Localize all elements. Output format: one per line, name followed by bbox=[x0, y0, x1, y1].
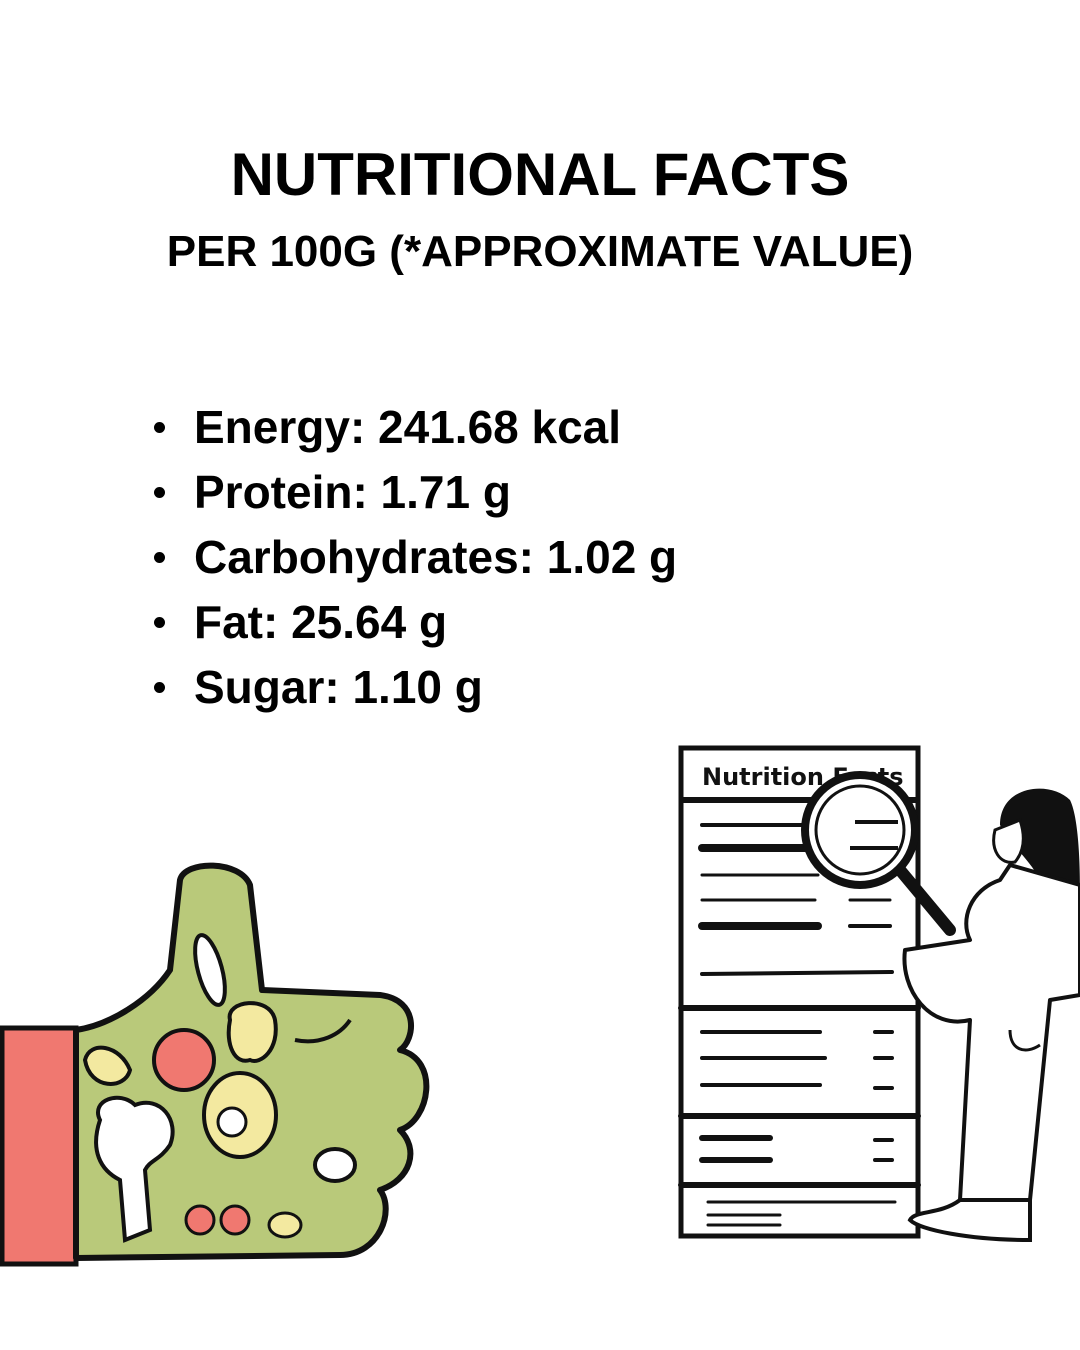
vegetable-thumbs-up-illustration bbox=[0, 862, 430, 1267]
fact-text: Energy: 241.68 kcal bbox=[194, 401, 622, 453]
list-item-fat: Fat: 25.64 g bbox=[148, 590, 677, 655]
list-item-energy: Energy: 241.68 kcal bbox=[148, 395, 677, 460]
person-magnifier-nutrition-label-illustration: Nutrition Facts bbox=[678, 745, 1080, 1243]
bullet-icon bbox=[154, 552, 165, 563]
bullet-icon bbox=[154, 617, 165, 628]
bullet-icon bbox=[154, 487, 165, 498]
fact-text: Protein: 1.71 g bbox=[194, 466, 511, 518]
list-item-protein: Protein: 1.71 g bbox=[148, 460, 677, 525]
bullet-icon bbox=[154, 422, 165, 433]
list-item-carbohydrates: Carbohydrates: 1.02 g bbox=[148, 525, 677, 590]
fact-text: Sugar: 1.10 g bbox=[194, 661, 483, 713]
fact-text: Fat: 25.64 g bbox=[194, 596, 448, 648]
fact-text: Carbohydrates: 1.02 g bbox=[194, 531, 678, 583]
nutrition-facts-list: Energy: 241.68 kcal Protein: 1.71 g Carb… bbox=[148, 395, 677, 720]
bullet-icon bbox=[154, 682, 165, 693]
page-subtitle: PER 100G (*APPROXIMATE VALUE) bbox=[166, 227, 914, 276]
list-item-sugar: Sugar: 1.10 g bbox=[148, 655, 677, 720]
page-title: NUTRITIONAL FACTS bbox=[230, 141, 850, 208]
